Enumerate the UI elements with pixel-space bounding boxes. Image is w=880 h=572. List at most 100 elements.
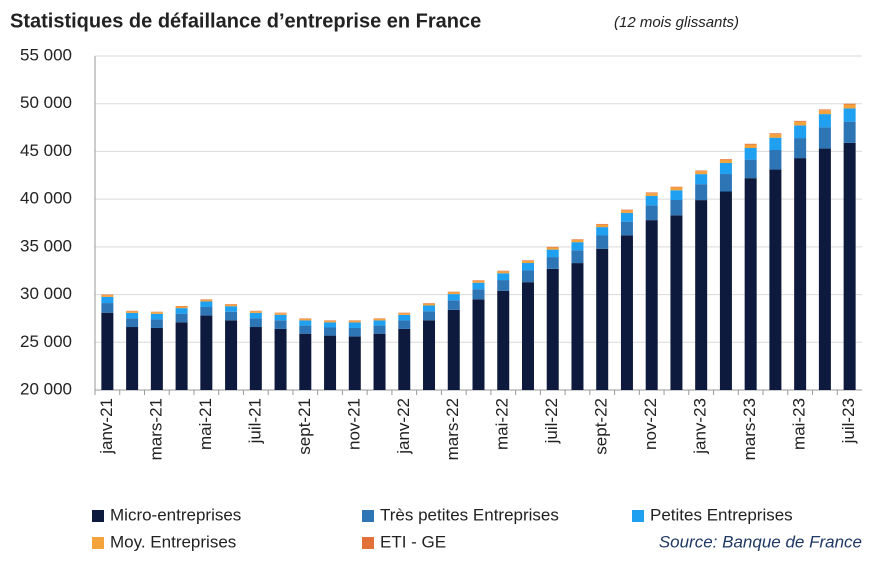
y-tick-label: 35 000: [20, 236, 72, 255]
x-tick-label: janv-21: [97, 398, 116, 455]
x-tick-label: janv-23: [691, 398, 710, 455]
bar-segment: [150, 319, 163, 328]
bar-segment: [324, 327, 337, 336]
legend-label: Micro-entreprises: [110, 505, 241, 524]
bar-segment: [719, 159, 732, 163]
bar-segment: [695, 200, 708, 390]
bar-segment: [373, 333, 386, 390]
bar-segment: [571, 242, 584, 251]
bar-segment: [695, 170, 708, 172]
bar-segment: [274, 328, 287, 390]
bar-segment: [447, 300, 460, 310]
x-tick-label: mai-23: [790, 398, 809, 450]
bar-segment: [620, 209, 633, 211]
bar-segment: [596, 224, 609, 228]
bar-segment: [447, 309, 460, 390]
bar-segment: [521, 270, 534, 283]
bar-segment: [769, 169, 782, 390]
bar-segment: [571, 239, 584, 240]
bar-segment: [126, 312, 139, 319]
bar-segment: [818, 110, 831, 115]
bar-segment: [521, 260, 534, 261]
legend-label: ETI - GE: [380, 532, 446, 551]
bar-segment: [794, 125, 807, 139]
bar-segment: [373, 320, 386, 326]
bar-segment: [200, 299, 213, 302]
bar-segment: [670, 187, 683, 191]
bar-segment: [225, 304, 238, 307]
bar-segment: [645, 205, 658, 221]
bar-segment: [744, 144, 757, 148]
bar-segment: [101, 295, 114, 297]
bar-segment: [348, 322, 361, 328]
bar-segment: [645, 192, 658, 194]
bar-segment: [373, 318, 386, 321]
bar-segment: [225, 311, 238, 321]
legend-swatch: [362, 510, 374, 522]
bar-segment: [769, 133, 782, 135]
bar-segment: [670, 186, 683, 188]
bar-segment: [299, 320, 312, 326]
bar-segment: [200, 301, 213, 307]
bar-segment: [472, 289, 485, 300]
bar-segment: [620, 235, 633, 390]
bar-segment: [571, 239, 584, 243]
chart-title: Statistiques de défaillance d’entreprise…: [10, 10, 481, 32]
bar-segment: [843, 104, 856, 109]
bar-segment: [299, 318, 312, 321]
bar-segment: [299, 333, 312, 390]
bar-segment: [546, 247, 559, 250]
bar-segment: [645, 193, 658, 196]
x-tick-label: juil-23: [839, 398, 858, 444]
bar-segment: [744, 143, 757, 145]
bar-segment: [620, 210, 633, 213]
bar-segment: [398, 314, 411, 321]
bar-segment: [794, 138, 807, 159]
bar-segment: [126, 327, 139, 390]
bar-segment: [719, 159, 732, 160]
bar-segment: [274, 313, 287, 315]
legend-swatch: [362, 537, 374, 549]
bar-segment: [249, 327, 262, 390]
bar-segment: [398, 312, 411, 314]
bar-segment: [324, 335, 337, 390]
legend-swatch: [632, 510, 644, 522]
x-tick-label: mai-21: [196, 398, 215, 450]
bar-segment: [249, 312, 262, 319]
chart-subtitle: (12 mois glissants): [614, 14, 739, 31]
x-tick-label: juil-21: [245, 398, 264, 444]
bar-segment: [546, 268, 559, 390]
bar-segment: [225, 320, 238, 390]
bar-segment: [521, 262, 534, 271]
bar-segment: [596, 223, 609, 225]
bar-segment: [150, 327, 163, 390]
bar-segment: [794, 120, 807, 122]
bar-segment: [373, 325, 386, 334]
bar-segment: [596, 235, 609, 249]
bar-segment: [472, 299, 485, 390]
bar-segment: [299, 325, 312, 334]
y-tick-label: 55 000: [20, 45, 72, 64]
x-tick-label: sept-22: [592, 398, 611, 455]
bar-segment: [324, 320, 337, 323]
y-tick-label: 50 000: [20, 93, 72, 112]
bar-segment: [423, 320, 436, 390]
bar-segment: [695, 171, 708, 175]
y-tick-label: 45 000: [20, 141, 72, 160]
bar-segment: [249, 311, 262, 313]
bar-segment: [546, 249, 559, 258]
bar-segment: [596, 227, 609, 236]
bar-segment: [225, 306, 238, 312]
x-tick-label: mars-22: [443, 398, 462, 460]
y-tick-label: 30 000: [20, 284, 72, 303]
bar-segment: [719, 174, 732, 192]
bar-segment: [719, 191, 732, 390]
bar-segment: [843, 142, 856, 390]
legend-swatch: [92, 510, 104, 522]
bar-segment: [620, 212, 633, 222]
bar-segment: [794, 158, 807, 390]
bar-segment: [126, 311, 139, 313]
bar-segment: [472, 282, 485, 290]
bar-segment: [398, 320, 411, 329]
x-tick-label: sept-21: [295, 398, 314, 455]
